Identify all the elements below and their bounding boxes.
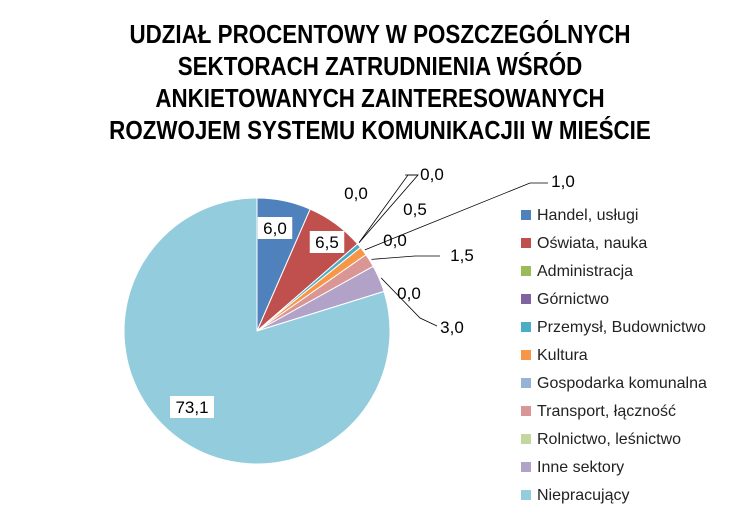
data-label-niepracujacy: 73,1 [175,398,208,417]
legend: Handel, usługi Oświata, nauka Administracj… [521,202,707,510]
legend-item-gornictwo: Górnictwo [521,286,707,314]
legend-label: Przemysł, Budownictwo [537,319,706,336]
legend-swatch [521,378,531,388]
title-line-1: UDZIAŁ PROCENTOWY W POSZCZEGÓLNYCH [129,19,631,49]
legend-swatch [521,210,531,220]
leader-line-inne-sektory [380,277,438,327]
title-line-2: SEKTORACH ZATRUDNIENIA WŚRÓD [177,51,583,81]
data-label-bg-handel-uslugi [257,217,293,239]
title-line-3: ANKIETOWANYCH ZAINTERESOWANYCH [155,83,605,113]
legend-item-transport-lacznosc: Transport, łączność [521,398,707,426]
data-labels: 6,0 6,5 0,0 0,0 0,5 1,0 0,0 1,5 0,0 3,0 73,1 [170,165,575,418]
legend-label: Transport, łączność [537,403,677,420]
data-label-rolnictwo-lesnictwo: 0,0 [397,284,421,303]
data-label-przemysl-budownictwo: 0,5 [403,200,427,219]
legend-item-handel-uslugi: Handel, usługi [521,202,707,230]
legend-swatch [521,266,531,276]
data-label-gornictwo: 0,0 [420,165,444,184]
title-line-4: ROZWOJEM SYSTEMU KOMUNIKACJII W MIEŚCIE [109,115,651,145]
leader-line-transport-lacznosc [371,255,440,260]
leader-line-kultura [364,182,548,251]
pie-slices [123,197,391,465]
legend-item-administracja: Administracja [521,258,707,286]
legend-swatch [521,350,531,360]
legend-item-inne-sektory: Inne sektory [521,454,707,482]
data-label-handel-uslugi: 6,0 [263,219,287,238]
data-label-gospodarka-komunalna: 0,0 [383,231,407,250]
data-label-administracja: 0,0 [344,184,368,203]
legend-label: Rolnictwo, leśnictwo [537,431,682,448]
legend-label: Kultura [537,347,588,364]
legend-item-rolnictwo-lesnictwo: Rolnictwo, leśnictwo [521,426,707,454]
data-label-bg-oswiata-nauka [309,231,345,253]
legend-label: Administracja [537,263,634,280]
data-label-bg-niepracujacy [170,396,214,418]
legend-label: Oświata, nauka [537,235,648,252]
legend-swatch [521,294,531,304]
legend-item-gospodarka-komunalna: Gospodarka komunalna [521,370,707,398]
legend-item-kultura: Kultura [521,342,707,370]
legend-label: Handel, usługi [537,207,639,224]
legend-swatch [521,322,531,332]
legend-swatch [521,406,531,416]
legend-swatch [521,462,531,472]
legend-swatch [521,238,531,248]
legend-label: Inne sektory [537,459,625,476]
data-label-oswiata-nauka: 6,5 [315,233,339,252]
legend-swatch [521,434,531,444]
legend-item-przemysl-budownictwo: Przemysł, Budownictwo [521,314,707,342]
legend-label: Niepracujący [537,487,630,504]
data-label-inne-sektory: 3,0 [440,318,464,337]
legend-item-oswiata-nauka: Oświata, nauka [521,230,707,258]
data-label-transport-lacznosc: 1,5 [450,246,474,265]
leader-line-gornictwo [358,174,418,243]
leader-lines [358,174,548,327]
legend-item-niepracujacy: Niepracujący [521,482,707,510]
legend-label: Gospodarka komunalna [537,375,707,392]
chart-title: UDZIAŁ PROCENTOWY W POSZCZEGÓLNYCH SEKTO… [88,18,673,146]
legend-label: Górnictwo [537,291,610,308]
legend-swatch [521,490,531,500]
data-label-kultura: 1,0 [551,172,575,191]
